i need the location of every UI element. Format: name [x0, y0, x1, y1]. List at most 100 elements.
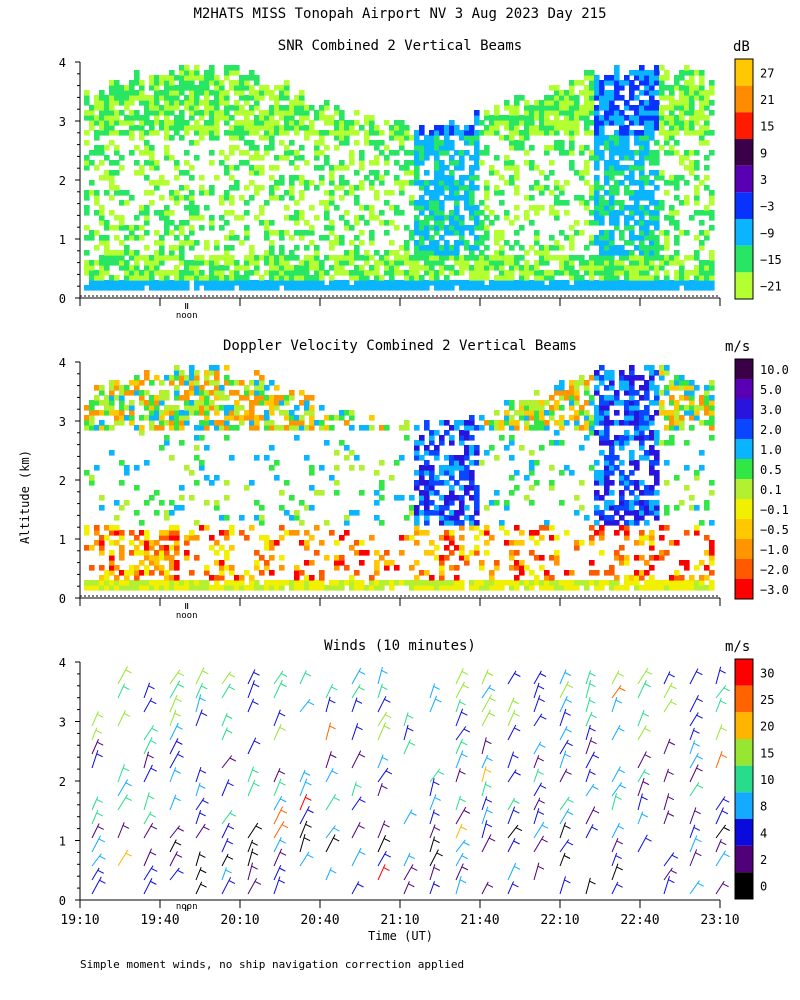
- panel3-noon-label: noon: [176, 902, 198, 912]
- panel3-colorbar-swatch: [735, 792, 753, 819]
- panel1-colorbar-label: −3: [760, 200, 774, 214]
- panel3-colorbar-label: 30: [760, 666, 774, 680]
- panel3-colorbar-swatch: [735, 685, 753, 713]
- panel3-ytick-label: 4: [59, 656, 66, 670]
- panel2-ytick-label: 3: [59, 415, 66, 429]
- panel3-colorbar-swatch: [735, 845, 753, 873]
- panel2-colorbar-label: 2.0: [760, 423, 782, 437]
- panel2-colorbar-swatch: [735, 379, 753, 399]
- panel2-colorbar-swatch: [735, 419, 753, 439]
- panel2-colorbar-label: −2.0: [760, 563, 789, 577]
- panel1-ytick-label: 0: [59, 292, 66, 306]
- panel1-colorbar: 27 21 15 9 3 −3 −9 −15 −21: [734, 58, 782, 300]
- panel1-colorbar-label: 9: [760, 146, 767, 160]
- panel1-colorbar-label: 3: [760, 173, 767, 187]
- panel2-colorbar-label: 5.0: [760, 383, 782, 397]
- panel3-title: Winds (10 minutes): [324, 638, 476, 654]
- page-title: M2HATS MISS Tonopah Airport NV 3 Aug 202…: [193, 6, 607, 22]
- panel3-colorbar-label: 20: [760, 720, 774, 734]
- panel2-ytick-label: 0: [59, 592, 66, 606]
- panel2-colorbar-label: 10.0: [760, 363, 789, 377]
- panel3-axes: 0 1 2 3 4 19:10 19:40 20:10 20:40 21:10 21:40 22:10…: [59, 656, 740, 928]
- panel3-colorbar-swatch: [735, 819, 753, 846]
- panel1-colorbar-label: 27: [760, 66, 774, 80]
- panel3-colorbar-swatch: [735, 765, 753, 793]
- panel2-colorbar-label: 3.0: [760, 403, 782, 417]
- panel2-colorbar-swatch: [735, 539, 753, 559]
- panel2-colorbar-swatch: [735, 579, 753, 599]
- panel3-colorbar-swatch: [735, 712, 753, 739]
- panel1-colorbar-frame: [734, 58, 754, 300]
- panel3-colorbar-label: 4: [760, 826, 767, 840]
- panel2-colorbar-label: −0.1: [760, 503, 789, 517]
- panel2-colorbar-swatch: [735, 439, 753, 459]
- panel2-colorbar-swatch: [735, 399, 753, 419]
- panel2-colorbar-label: −0.5: [760, 523, 789, 537]
- panel2-colorbar-swatch: [735, 479, 753, 499]
- panel2-unit: m/s: [725, 339, 751, 355]
- panel3-colorbar-label: 2: [760, 853, 767, 867]
- panel1-colorbar-swatch: [735, 245, 753, 273]
- panel2-colorbar-frame: [734, 358, 754, 600]
- panel2-colorbar-label: 1.0: [760, 443, 782, 457]
- panel1-colorbar-swatch: [735, 165, 753, 193]
- panel1-colorbar-swatch: [735, 192, 753, 219]
- panel1-colorbar-label: 21: [760, 93, 774, 107]
- panel1-colorbar-label: −15: [760, 253, 782, 267]
- panel1-colorbar-swatch: [735, 85, 753, 113]
- panel3-colorbar-swatch: [735, 872, 753, 899]
- panel2-title: Doppler Velocity Combined 2 Vertical Bea…: [222, 338, 577, 354]
- xtick-label: 22:10: [540, 913, 579, 928]
- panel2-colorbar-swatch: [735, 559, 753, 579]
- panel3-colorbar-label: 15: [760, 746, 774, 760]
- panel2-colorbar-swatch: [735, 519, 753, 539]
- panel2-colorbar-swatch: [735, 499, 753, 519]
- panel2-colorbar-swatch: [735, 459, 753, 479]
- panel3-ytick-label: 3: [59, 716, 66, 730]
- xtick-label: 21:40: [460, 913, 499, 928]
- xtick-label: 20:40: [300, 913, 339, 928]
- xtick-label: 19:40: [140, 913, 179, 928]
- panel2-colorbar-label: 0.5: [760, 463, 782, 477]
- xtick-label: 23:10: [700, 913, 739, 928]
- xtick-label: 19:10: [60, 913, 99, 928]
- panel1-colorbar-swatch: [735, 112, 753, 139]
- footnote: Simple moment winds, no ship navigation …: [80, 958, 465, 971]
- panel1-unit: dB: [733, 39, 750, 55]
- panel3-unit: m/s: [725, 639, 751, 655]
- x-axis-label: Time (UT): [368, 929, 434, 943]
- panel1-colorbar-swatch: [735, 59, 753, 86]
- panel1-colorbar-label: −9: [760, 226, 774, 240]
- panel1-ytick-label: 1: [59, 233, 66, 247]
- panel1-axes: 0 1 2 3 4 noon: [59, 56, 721, 321]
- panel3-wind-barbs: [91, 666, 731, 895]
- panel1-colorbar-label: 15: [760, 120, 774, 134]
- panel2-colorbar-swatch: [735, 359, 753, 379]
- xtick-label: 21:10: [380, 913, 419, 928]
- panel1-field: [84, 65, 715, 291]
- panel3-colorbar-label: 0: [760, 880, 767, 894]
- panel2-colorbar-label: −3.0: [760, 583, 789, 597]
- panel2-field: [84, 365, 715, 591]
- panel2-ytick-label: 1: [59, 533, 66, 547]
- xtick-label: 20:10: [220, 913, 259, 928]
- panel3-colorbar-swatch: [735, 659, 753, 686]
- panel2-colorbar-label: 0.1: [760, 483, 782, 497]
- panel3-ytick-label: 2: [59, 775, 66, 789]
- panel1-colorbar-swatch: [735, 219, 753, 246]
- panel3-ytick-label: 0: [59, 894, 66, 908]
- panel3-colorbar-frame: [734, 658, 754, 900]
- panel3-colorbar-swatch: [735, 739, 753, 766]
- panel2-ytick-label: 2: [59, 474, 66, 488]
- panel2-axes: 0 1 2 3 4 noon: [59, 356, 721, 621]
- panel1-ytick-label: 2: [59, 174, 66, 188]
- panel1-colorbar-label: −21: [760, 280, 782, 294]
- panel3-colorbar-label: 8: [760, 800, 767, 814]
- panel1-noon-label: noon: [176, 311, 198, 321]
- panel1-colorbar-swatch: [735, 139, 753, 166]
- panel3-colorbar-label: 25: [760, 693, 774, 707]
- panel2-colorbar: 10.0 5.0 3.0 2.0 1.0 0.5 0.1 −0.1 −0.5 −1.0 −2.0 −3…: [734, 358, 789, 600]
- panel2-ytick-label: 4: [59, 356, 66, 370]
- panel1-colorbar-swatch: [735, 272, 753, 299]
